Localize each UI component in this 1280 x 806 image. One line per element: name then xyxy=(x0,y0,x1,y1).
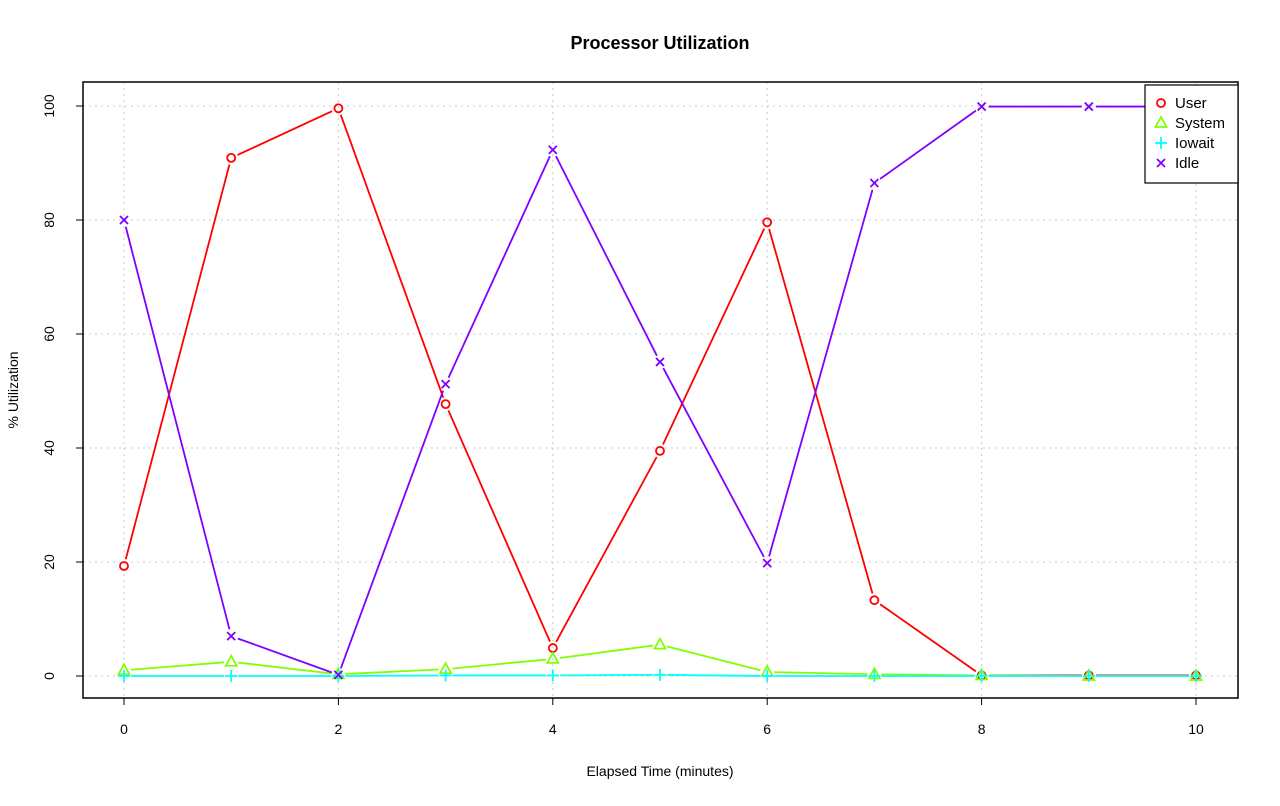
user-data-point xyxy=(549,644,557,652)
circle-marker xyxy=(334,104,342,112)
x-tick-label: 4 xyxy=(549,721,557,737)
idle-line-segment xyxy=(663,368,764,557)
system-line-segment xyxy=(774,672,867,674)
user-line-segment xyxy=(556,457,657,642)
circle-marker xyxy=(227,154,235,162)
system-line-segment xyxy=(560,646,653,658)
x-tick-label: 10 xyxy=(1188,721,1204,737)
system-line-segment xyxy=(131,662,224,669)
circle-marker xyxy=(763,218,771,226)
triangle-marker xyxy=(547,653,558,663)
y-tick-label: 40 xyxy=(41,440,57,456)
idle-data-point xyxy=(763,559,771,567)
system-data-point xyxy=(655,639,666,649)
system-data-point xyxy=(226,656,237,666)
idle-data-point xyxy=(978,103,986,111)
y-tick-label: 80 xyxy=(41,212,57,228)
system-line-segment xyxy=(453,660,546,669)
system-data-point xyxy=(547,653,558,663)
plot-frame xyxy=(83,82,1238,698)
series-iowait xyxy=(118,669,1202,682)
chart-title: Processor Utilization xyxy=(570,33,749,53)
circle-marker xyxy=(870,596,878,604)
y-tick-label: 60 xyxy=(41,326,57,342)
idle-line-segment xyxy=(556,156,657,356)
user-line-segment xyxy=(448,411,550,642)
user-line-segment xyxy=(126,165,230,560)
iowait-line-segment xyxy=(667,675,760,676)
legend-label: Iowait xyxy=(1175,135,1215,152)
user-data-point xyxy=(763,218,771,226)
y-tick-label: 20 xyxy=(41,554,57,570)
user-line-segment xyxy=(238,111,332,155)
user-line-segment xyxy=(341,115,443,398)
idle-data-point xyxy=(1085,103,1093,111)
idle-data-point xyxy=(656,358,664,366)
y-tick-label: 0 xyxy=(41,672,57,680)
circle-marker xyxy=(442,400,450,408)
triangle-marker xyxy=(655,639,666,649)
x-axis-label: Elapsed Time (minutes) xyxy=(586,763,733,779)
legend-label: Idle xyxy=(1175,155,1199,172)
user-data-point xyxy=(334,104,342,112)
circle-marker xyxy=(549,644,557,652)
idle-data-point xyxy=(870,179,878,187)
idle-line-segment xyxy=(769,190,872,557)
iowait-data-point xyxy=(547,669,559,681)
system-line-segment xyxy=(667,646,761,670)
idle-data-point xyxy=(442,380,450,388)
x-tick-label: 8 xyxy=(978,721,986,737)
legend: User System Iowait Idle xyxy=(1145,85,1238,183)
user-line-segment xyxy=(663,229,764,445)
iowait-data-point xyxy=(225,670,237,682)
user-data-point xyxy=(442,400,450,408)
legend-label: System xyxy=(1175,115,1225,132)
y-tick-label: 100 xyxy=(41,94,57,118)
legend-label: User xyxy=(1175,95,1207,112)
idle-data-point xyxy=(549,146,557,154)
series-idle xyxy=(120,103,1200,679)
iowait-data-point xyxy=(654,669,666,681)
idle-line-segment xyxy=(341,391,443,669)
idle-line-segment xyxy=(449,156,550,378)
x-tick-label: 2 xyxy=(335,721,343,737)
grid xyxy=(83,82,1238,698)
x-tick-label: 6 xyxy=(763,721,771,737)
iowait-data-point xyxy=(868,670,880,682)
user-data-point xyxy=(870,596,878,604)
user-line-segment xyxy=(880,604,976,671)
series-user xyxy=(120,104,1200,679)
idle-data-point xyxy=(227,632,235,640)
y-axis-label: % Utilization xyxy=(5,351,21,428)
x-tick-label: 0 xyxy=(120,721,128,737)
user-line-segment xyxy=(769,229,872,593)
user-data-point xyxy=(227,154,235,162)
series-layer xyxy=(118,103,1202,682)
triangle-marker xyxy=(226,656,237,666)
idle-line-segment xyxy=(126,227,230,630)
system-line-segment xyxy=(345,669,438,673)
idle-line-segment xyxy=(880,111,976,179)
